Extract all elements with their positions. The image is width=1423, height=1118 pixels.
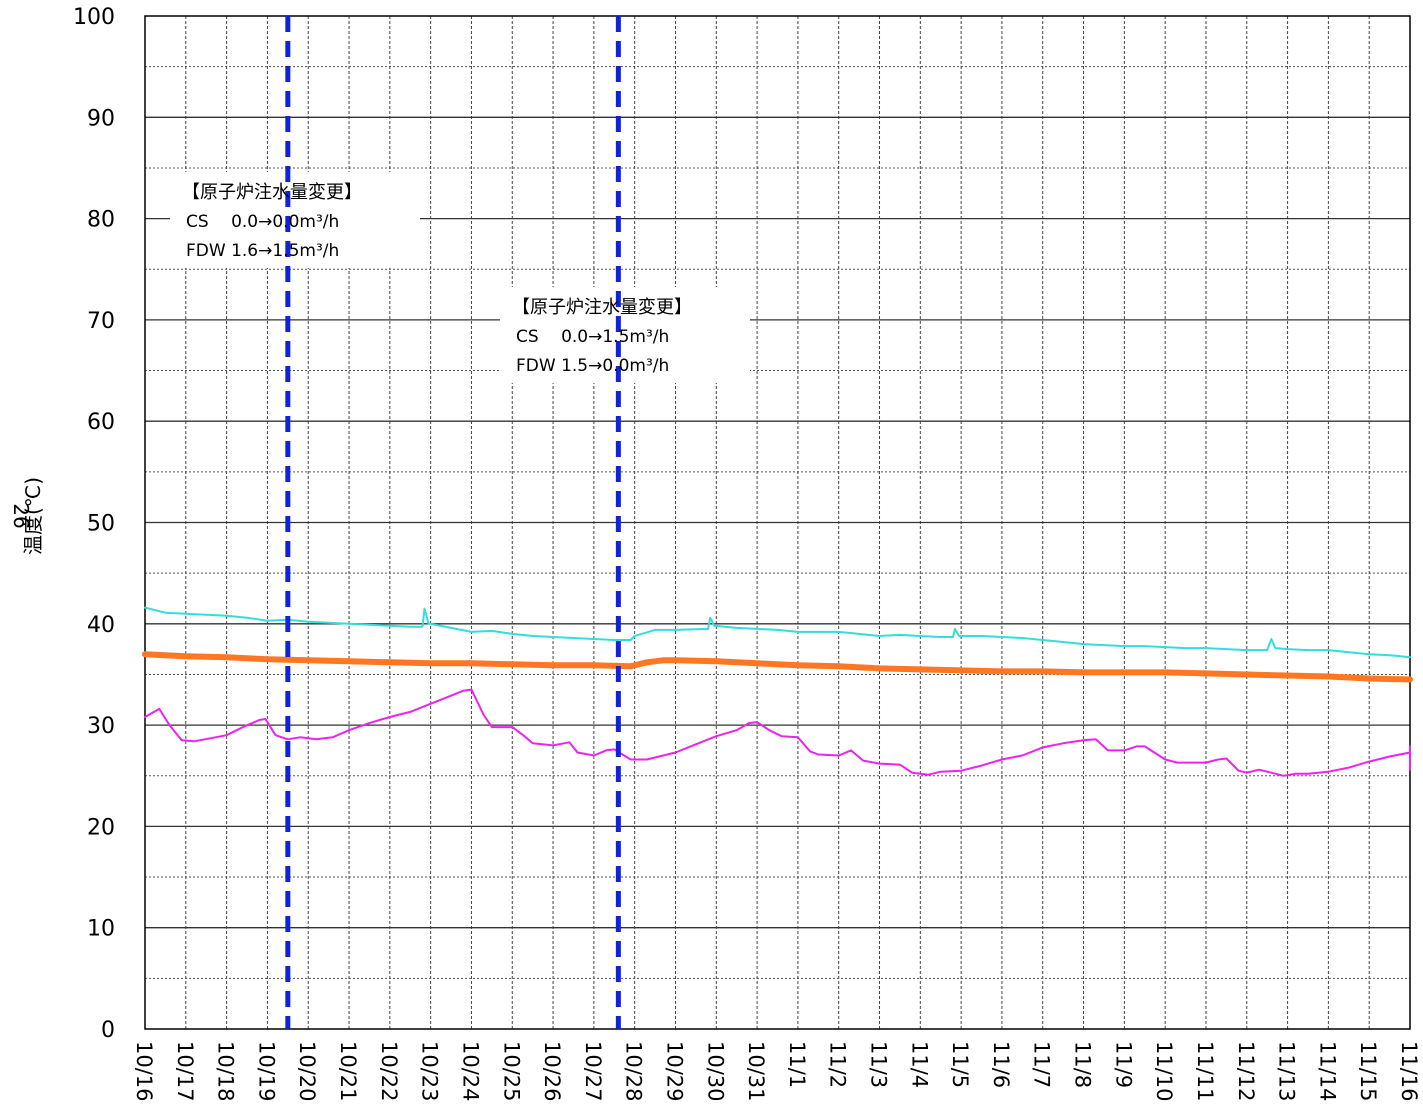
x-tick-label: 11/6 [989, 1041, 1013, 1088]
y-tick-label: 30 [87, 714, 115, 739]
events-layer: 【原子炉注水量変更】 CS 0.0→0.0m³/h FDW 1.6→1.5m³/h 【… [170, 16, 750, 1029]
y-tick-label: 80 [87, 208, 115, 233]
x-tick-label: 11/2 [826, 1041, 850, 1088]
y-axis-label: 温度(℃) [21, 477, 45, 555]
event-annotation-title: 【原子炉注水量変更】 [182, 182, 362, 203]
x-tick-label: 10/25 [499, 1041, 523, 1102]
event-annotation-line: FDW 1.6→1.5m³/h [186, 241, 339, 261]
x-tick-label: 10/16 [132, 1041, 156, 1102]
event-annotation-line: FDW 1.5→0.0m³/h [516, 356, 669, 376]
y-tick-label: 70 [87, 309, 115, 334]
series-line-1 [144, 606, 1411, 659]
y-tick-label: 50 [87, 512, 115, 537]
x-tick-label: 11/16 [1397, 1041, 1421, 1102]
x-tick-label: 11/15 [1356, 1041, 1380, 1102]
x-tick-label: 10/20 [295, 1041, 319, 1102]
x-tick-label: 10/31 [744, 1041, 768, 1102]
x-tick-label: 11/3 [867, 1041, 891, 1088]
series-layer [142, 606, 1413, 777]
y-tick-label: 60 [87, 410, 115, 435]
x-tick-label: 11/7 [1030, 1041, 1054, 1088]
y-axis-label-prefix: 26 [9, 503, 33, 528]
x-tick-label: 10/17 [173, 1041, 197, 1102]
event-annotation-box [170, 172, 420, 268]
event-annotation-title: 【原子炉注水量変更】 [512, 297, 692, 318]
x-tick-label: 11/9 [1111, 1041, 1135, 1088]
x-tick-label: 10/28 [622, 1041, 646, 1102]
x-tick-label: 11/11 [1193, 1041, 1217, 1102]
x-tick-label: 10/26 [540, 1041, 564, 1102]
x-tick-label: 11/10 [1152, 1041, 1176, 1102]
x-tick-label: 10/19 [254, 1041, 278, 1102]
event-annotation-line: CS 0.0→0.0m³/h [186, 212, 339, 232]
y-tick-label: 10 [87, 917, 115, 942]
x-tick-label: 11/5 [948, 1041, 972, 1088]
series-line-3 [144, 688, 1411, 777]
x-tick-label: 11/13 [1275, 1041, 1299, 1102]
x-tick-label: 10/24 [458, 1041, 482, 1102]
y-tick-label: 0 [101, 1018, 115, 1043]
x-axis-tick-labels: 10/16 10/17 10/18 10/19 10/20 10/21 10/22 10/23… [132, 1041, 1421, 1102]
x-tick-label: 10/29 [662, 1041, 686, 1102]
y-tick-label: 20 [87, 815, 115, 840]
event-annotation-line: CS 0.0→1.5m³/h [516, 327, 669, 347]
x-tick-label: 11/14 [1315, 1041, 1339, 1102]
x-tick-label: 10/23 [418, 1041, 442, 1102]
y-tick-label: 90 [87, 106, 115, 131]
x-tick-label: 10/18 [214, 1041, 238, 1102]
y-tick-label: 40 [87, 613, 115, 638]
x-tick-label: 11/12 [1234, 1041, 1258, 1102]
x-tick-label: 10/27 [581, 1041, 605, 1102]
x-tick-label: 10/30 [703, 1041, 727, 1102]
y-axis-label-group: 26 温度(℃) [9, 477, 45, 555]
x-tick-label: 11/1 [785, 1041, 809, 1088]
x-tick-label: 10/22 [377, 1041, 401, 1102]
series-line-2 [142, 651, 1413, 683]
x-tick-label: 11/8 [1071, 1041, 1095, 1088]
plot-frame [144, 15, 1411, 1030]
y-tick-label: 100 [73, 5, 115, 30]
x-tick-label: 10/21 [336, 1041, 360, 1102]
y-axis-tick-labels: 0 10 20 30 40 50 60 70 80 90 100 [73, 5, 115, 1043]
event-annotation-box [500, 287, 750, 383]
x-tick-label: 11/4 [907, 1041, 931, 1088]
